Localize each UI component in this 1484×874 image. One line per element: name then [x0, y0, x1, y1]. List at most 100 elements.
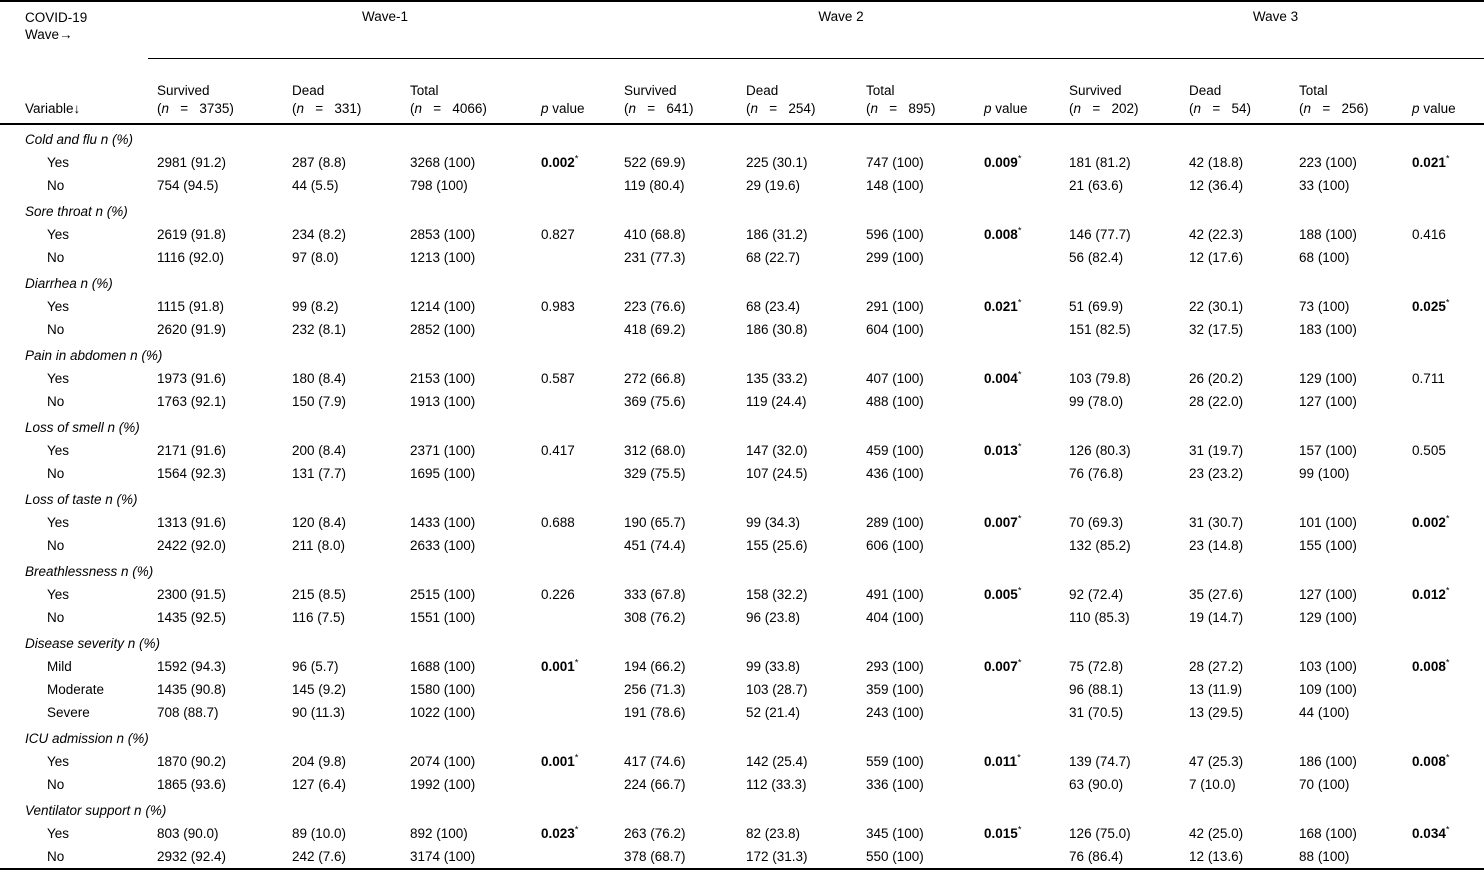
count-cell: 522 (69.9)	[624, 155, 686, 170]
count-cell: 596 (100)	[866, 227, 924, 242]
count-cell: 1695 (100)	[410, 466, 476, 481]
count-cell: 2171 (91.6)	[157, 443, 227, 458]
col-header-p-value-wave-1: p value	[532, 58, 616, 125]
count-cell: 256 (71.3)	[624, 682, 686, 697]
data-row: Yes 2619 (91.8) 234 (8.2) 2853 (100) 0.827 41…	[0, 223, 1484, 246]
row-label: Yes	[47, 826, 70, 841]
count-cell: 2153 (100)	[410, 371, 476, 386]
count-cell: 2619 (91.8)	[157, 227, 227, 242]
count-cell: 243 (100)	[866, 705, 924, 720]
row-label: No	[47, 777, 65, 792]
count-cell: 345 (100)	[866, 826, 924, 841]
count-cell: 120 (8.4)	[292, 515, 347, 530]
row-label: No	[47, 394, 65, 409]
wave-1-header: Wave-1	[148, 0, 616, 59]
data-row: No 2422 (92.0) 211 (8.0) 2633 (100) 451 (74.…	[0, 534, 1484, 557]
count-cell: 333 (67.8)	[624, 587, 686, 602]
count-cell: 99 (8.2)	[292, 299, 339, 314]
count-cell: 126 (75.0)	[1069, 826, 1131, 841]
count-cell: 155 (100)	[1299, 538, 1357, 553]
count-cell: 23 (23.2)	[1189, 466, 1244, 481]
count-cell: 150 (7.9)	[292, 394, 347, 409]
count-cell: 103 (79.8)	[1069, 371, 1131, 386]
count-cell: 1870 (90.2)	[157, 754, 227, 769]
p-value-cell	[532, 606, 615, 629]
count-cell: 76 (76.8)	[1069, 466, 1124, 481]
data-row: Yes 1870 (90.2) 204 (9.8) 2074 (100) 0.001* 4…	[0, 750, 1484, 773]
count-cell: 287 (8.8)	[292, 155, 347, 170]
count-cell: 2074 (100)	[410, 754, 476, 769]
count-cell: 96 (88.1)	[1069, 682, 1124, 697]
count-cell: 1214 (100)	[410, 299, 476, 314]
count-cell: 147 (32.0)	[746, 443, 808, 458]
count-cell: 223 (100)	[1299, 155, 1357, 170]
corner-covid-wave-label: COVID-19 Wave→	[0, 0, 148, 59]
row-label: Severe	[47, 705, 90, 720]
p-value-cell: 0.416	[1412, 227, 1446, 242]
count-cell: 99 (78.0)	[1069, 394, 1124, 409]
count-cell: 1313 (91.6)	[157, 515, 227, 530]
count-cell: 1435 (90.8)	[157, 682, 227, 697]
count-cell: 299 (100)	[866, 250, 924, 265]
data-row: Mild 1592 (94.3) 96 (5.7) 1688 (100) 0.001* 1…	[0, 655, 1484, 678]
count-cell: 604 (100)	[866, 322, 924, 337]
data-row: Moderate 1435 (90.8) 145 (9.2) 1580 (100) 25…	[0, 678, 1484, 701]
count-cell: 127 (100)	[1299, 394, 1357, 409]
p-value-cell	[1403, 701, 1484, 724]
p-value-cell	[532, 678, 615, 701]
group-row: Loss of taste n (%)	[0, 485, 1484, 511]
row-label: No	[47, 610, 65, 625]
column-header-row: Variable↓ Survived (n = 3735) Dead (n = 331…	[0, 58, 1484, 125]
count-cell: 107 (24.5)	[746, 466, 808, 481]
count-cell: 1551 (100)	[410, 610, 476, 625]
p-value-cell: 0.008*	[984, 225, 1022, 242]
count-cell: 99 (100)	[1299, 466, 1350, 481]
count-cell: 190 (65.7)	[624, 515, 686, 530]
p-value-cell	[532, 174, 615, 197]
count-cell: 68 (23.4)	[746, 299, 801, 314]
count-cell: 225 (30.1)	[746, 155, 808, 170]
count-cell: 892 (100)	[410, 826, 468, 841]
p-value-cell: 0.417	[541, 443, 575, 458]
data-row: Yes 2981 (91.2) 287 (8.8) 3268 (100) 0.002* 5…	[0, 151, 1484, 174]
p-value-cell: 0.009*	[984, 153, 1022, 170]
count-cell: 148 (100)	[866, 178, 924, 193]
count-cell: 7 (10.0)	[1189, 777, 1236, 792]
p-value-cell: 0.005*	[984, 585, 1022, 602]
count-cell: 29 (19.6)	[746, 178, 801, 193]
p-value-cell: 0.587	[541, 371, 575, 386]
count-cell: 708 (88.7)	[157, 705, 219, 720]
wave-2-header: Wave 2	[615, 0, 1061, 59]
count-cell: 550 (100)	[857, 845, 976, 870]
p-value-cell: 0.505	[1412, 443, 1446, 458]
row-label: No	[47, 466, 65, 481]
row-label: No	[0, 845, 148, 870]
count-cell: 155 (25.6)	[746, 538, 808, 553]
p-value-cell	[1403, 773, 1484, 796]
p-value-cell: 0.001*	[541, 752, 579, 769]
col-header-total-wave-3: Total (n = 256)	[1290, 58, 1404, 125]
wave-3-header: Wave 3	[1060, 0, 1484, 59]
count-cell: 404 (100)	[866, 610, 924, 625]
p-value-cell: 0.023*	[541, 824, 579, 841]
count-cell: 19 (14.7)	[1189, 610, 1244, 625]
count-cell: 112 (33.3)	[746, 777, 807, 792]
col-header-survived-wave-1: Survived (n = 3735)	[148, 58, 283, 125]
count-cell: 407 (100)	[866, 371, 924, 386]
p-value-cell	[975, 773, 1060, 796]
group-label: ICU admission n (%)	[25, 731, 149, 746]
group-label: Sore throat n (%)	[25, 204, 128, 219]
p-value-cell: 0.011*	[984, 752, 1021, 769]
count-cell: 56 (82.4)	[1069, 250, 1124, 265]
p-value-cell	[975, 606, 1060, 629]
count-cell: 803 (90.0)	[157, 826, 219, 841]
group-label: Ventilator support n (%)	[25, 803, 167, 818]
row-label: Yes	[47, 443, 70, 458]
col-header-p-value-wave-3: p value	[1403, 58, 1484, 125]
data-row: No 1865 (93.6) 127 (6.4) 1992 (100) 224 (66.…	[0, 773, 1484, 796]
count-cell: 1763 (92.1)	[157, 394, 227, 409]
count-cell: 1992 (100)	[410, 777, 476, 792]
count-cell: 127 (6.4)	[292, 777, 347, 792]
group-row: Loss of smell n (%)	[0, 413, 1484, 439]
col-header-dead-wave-2: Dead (n = 254)	[737, 58, 858, 125]
